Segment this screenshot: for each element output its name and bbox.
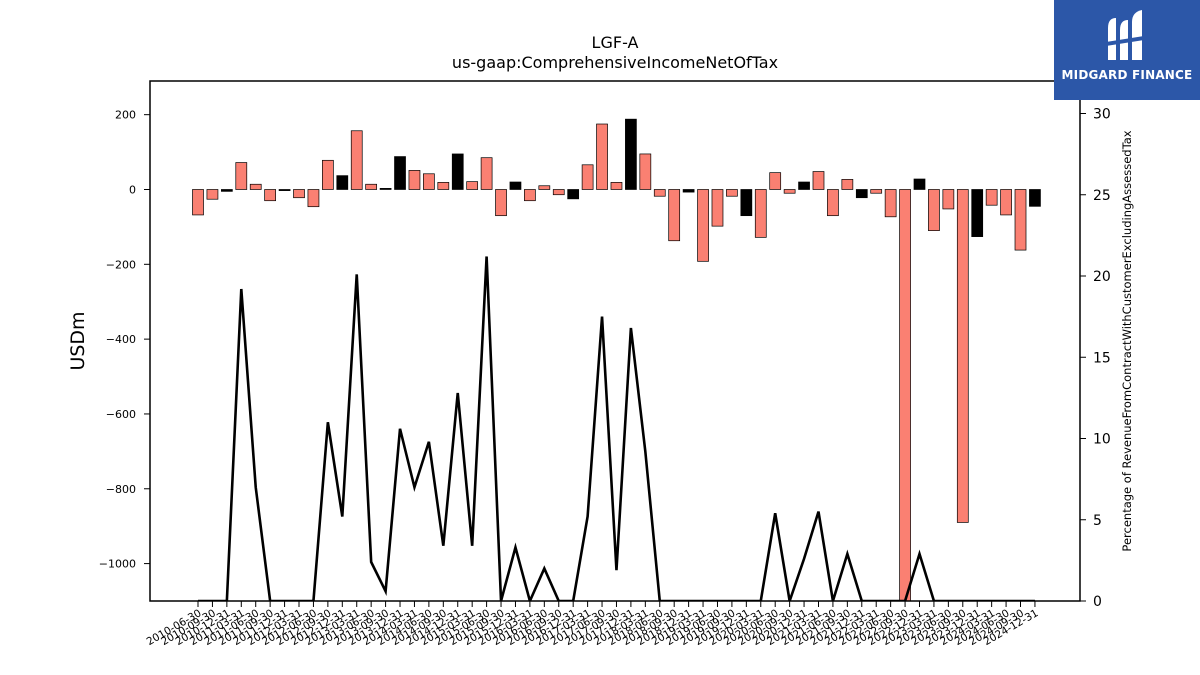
bar-2023-06-30 (942, 189, 955, 210)
bar-2022-12-31 (913, 178, 926, 190)
bar-2018-03-31 (639, 153, 652, 190)
y-tick-label-0: 0 (129, 183, 136, 196)
y-axis-label: USDm (67, 311, 89, 370)
bar-2019-12-31 (740, 189, 753, 217)
bar-2014-12-31 (451, 153, 464, 190)
bar-2016-03-31 (524, 189, 536, 202)
bar-2013-12-31 (394, 156, 406, 190)
bar-2022-03-31 (870, 189, 883, 194)
bar-2018-12-31 (682, 189, 695, 193)
bar-2024-09-30 (1014, 189, 1027, 251)
bar-2011-09-30 (264, 189, 276, 202)
y-tick-label--400: −400 (106, 333, 136, 346)
bar-2019-03-31 (697, 189, 709, 262)
bar-2020-06-30 (769, 172, 782, 190)
y-tick-label--1000: −1000 (99, 558, 136, 571)
bar-2010-09-30 (206, 189, 219, 200)
bar-2011-12-31 (278, 189, 291, 191)
bar-2014-09-30 (437, 182, 450, 190)
bar-2016-06-30 (538, 185, 551, 190)
bar-2017-03-31 (581, 164, 594, 190)
bar-2023-09-30 (956, 189, 969, 523)
bar-2020-09-30 (783, 189, 796, 194)
bar-2017-06-30 (596, 123, 608, 190)
bar-2020-03-31 (754, 189, 767, 238)
bar-2015-09-30 (495, 189, 507, 217)
bar-2013-03-31 (350, 130, 363, 190)
bar-2018-09-30 (668, 189, 681, 242)
bar-2022-09-30 (899, 189, 911, 601)
bar-2023-12-31 (971, 189, 984, 237)
bar-2018-06-30 (653, 189, 666, 197)
y2-tick-label-10: 10 (1093, 432, 1111, 448)
bar-2022-06-30 (884, 189, 897, 218)
bar-2023-03-31 (928, 189, 940, 231)
bar-2015-03-31 (466, 181, 479, 190)
bar-2014-06-30 (423, 173, 435, 190)
line-series-group (198, 256, 1035, 601)
bar-2019-09-30 (726, 189, 738, 197)
bar-2015-12-31 (509, 181, 522, 190)
plot-area (192, 118, 1041, 601)
y-axis-right: 0 5 10 15 20 25 30 (1080, 107, 1111, 610)
y2-tick-label-20: 20 (1093, 269, 1111, 285)
bar-2017-12-31 (625, 118, 637, 190)
y-tick-label--200: −200 (106, 258, 136, 271)
bar-2016-09-30 (552, 189, 565, 196)
chart-title: LGF-A (592, 33, 639, 52)
y2-tick-label-5: 5 (1093, 513, 1102, 529)
y2-axis-label: Percentage of RevenueFromContractWithCus… (1120, 130, 1134, 551)
bar-2024-12-31 (1029, 189, 1041, 207)
midgard-logo-icon (1106, 10, 1144, 60)
bar-2020-12-31 (798, 181, 810, 190)
bar-2015-06-30 (480, 157, 493, 190)
x-axis: 2010-06-302010-09-302010-12-312011-03-31… (145, 601, 1040, 648)
y-tick-label-200: 200 (115, 109, 136, 122)
bar-2013-09-30 (379, 188, 392, 190)
bar-2012-12-31 (336, 175, 349, 190)
y2-tick-label-25: 25 (1093, 188, 1111, 204)
bar-2021-06-30 (827, 189, 839, 217)
bar-2024-03-31 (985, 189, 998, 206)
bar-2011-06-30 (249, 183, 262, 190)
bar-2021-12-31 (855, 189, 868, 199)
y2-tick-label-0: 0 (1093, 594, 1102, 610)
y-tick-label--600: −600 (106, 408, 136, 421)
bar-2011-03-31 (235, 162, 248, 190)
bar-2014-03-31 (408, 170, 421, 190)
bar-2019-06-30 (711, 189, 724, 227)
bar-2016-12-31 (567, 189, 580, 200)
y2-tick-label-30: 30 (1093, 107, 1111, 123)
bar-2012-06-30 (307, 189, 320, 208)
bar-2024-06-30 (1000, 189, 1012, 216)
bar-2013-06-30 (365, 183, 378, 190)
bar-2012-09-30 (322, 159, 334, 190)
plot-frame (149, 80, 1081, 602)
y-axis-left: −1000 −800 −600 −400 −200 0 200 (99, 109, 150, 571)
bar-2012-03-31 (293, 189, 305, 199)
bar-2021-09-30 (841, 179, 854, 190)
bar-2017-09-30 (610, 182, 623, 190)
line-series (198, 256, 1035, 601)
bar-2010-12-31 (221, 189, 233, 192)
y-tick-label--800: −800 (106, 483, 136, 496)
brand-logo: MIDGARD FINANCE (1054, 0, 1200, 100)
chart-subtitle: us-gaap:ComprehensiveIncomeNetOfTax (452, 53, 778, 72)
y2-tick-label-15: 15 (1093, 350, 1111, 366)
logo-text: MIDGARD FINANCE (1061, 68, 1193, 82)
bar-2010-06-30 (192, 189, 204, 216)
bar-2021-03-31 (812, 171, 825, 190)
bar-series (192, 118, 1041, 601)
